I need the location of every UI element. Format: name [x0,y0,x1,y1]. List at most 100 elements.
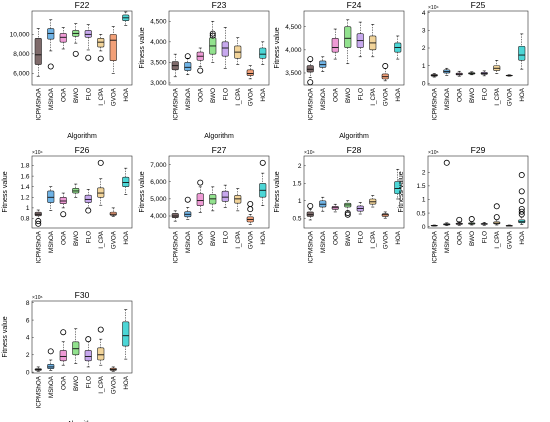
category-label: BWO [469,88,476,103]
box-bwo [209,20,217,63]
box-gvoa [246,65,254,80]
box-ooa [331,28,339,60]
box-hoa [122,167,130,195]
box-hoa [394,168,402,200]
y-tick-label: 7,000 [150,162,167,169]
y-tick-label: 6,000 [150,179,167,186]
category-label: FLO [222,88,229,100]
box-hoa [122,309,130,360]
outlier-point [97,55,104,62]
y-tick-label: 0 [26,369,30,376]
outlier-point [518,197,525,204]
outlier-point [518,172,525,179]
y-tick-label: 10,000 [10,32,30,39]
box-gvoa [246,200,254,225]
y-tick-label: 4 [26,335,30,342]
category-label: FLO [222,231,229,243]
category-label: HOA [260,230,267,244]
box-hoa [394,35,402,60]
box-hoa [518,33,526,70]
axes-frame [427,10,529,86]
box-bwo [209,186,217,212]
y-tick-label: 1 [26,205,30,212]
box-ooa [196,47,204,74]
y-tick-label: 4,000 [150,213,167,220]
box-iqr [109,211,117,216]
box-mshoa [47,19,55,70]
category-label: BWO [73,231,80,246]
category-label: I_CPA [98,230,105,249]
category-label: I_CPA [235,230,242,249]
box-iqr [59,196,67,204]
box-mshoa [443,67,451,76]
category-label: MShOA [48,230,55,253]
box-bwo [344,200,352,218]
box-mshoa [47,348,55,371]
y-tick-label: 0.5 [416,210,425,217]
category-label: ICPMShOA [172,87,179,120]
box-i-cpa [369,24,377,58]
box-gvoa [109,207,117,217]
y-tick-label: 1.2 [20,194,29,201]
box-iqr [97,37,105,48]
category-label: MShOA [320,87,327,110]
y-tick-label: 6,000 [13,71,30,78]
x-axis-label: Algorithm [67,133,97,140]
axes-frame [31,155,133,229]
box-iqr [47,190,55,203]
category-label: MShOA [185,87,192,110]
panel-f27: F27 4,000 5,000 6,000 7,000 Fitness value ICPM… [139,145,270,264]
outlier-point [97,326,104,333]
box-iqr [122,321,130,347]
x-axis-label: Algorithm [339,133,369,140]
category-label: I_CPA [98,375,105,394]
box-i-cpa [97,34,105,62]
y-tick-label: 1.8 [20,163,29,170]
category-label: ICPMShOA [35,375,42,408]
category-label: HOA [519,87,526,101]
category-label: OOA [197,230,204,245]
box-bwo [468,216,476,226]
box-bwo [72,183,80,198]
box-iqr [47,28,55,40]
y-tick-label: 6 [26,317,30,324]
y-tick-label: 2 [422,170,426,177]
panel-f23: F23 3,000 3,500 4,000 4,500 Fitness value ICPM… [139,0,270,140]
outlier-point [247,200,254,207]
category-label: FLO [481,231,488,243]
y-axis-label: Fitness value [274,171,281,212]
x-axis-label: Algorithm [204,133,234,140]
outlier-point [197,179,204,186]
y-tick-label: 2 [298,163,302,170]
box-iqr [97,187,105,198]
category-label: BWO [210,231,217,246]
y-tick-label: 1.5 [416,183,425,190]
category-label: HOA [260,87,267,101]
category-label: FLO [85,376,92,388]
category-label: I_CPA [494,230,501,249]
box-ooa [59,192,67,218]
y-tick-label: 1 [422,197,426,204]
outlier-point [382,63,389,70]
panel-f25: F25 ×10⁴ 0 1 2 3 4 ICPMShOA MShOA OOA BWO FLO I_CPA G… [422,0,529,121]
axes-frame [31,300,133,374]
y-tick-label: 0.8 [20,216,29,223]
outlier-point [60,211,67,218]
y-tick-label: 0 [422,80,426,87]
panel-f26: F26 ×10⁴ 0.8 1 1.2 1.4 1.6 1.8 Fitness value ICPM… [2,145,133,264]
box-hoa [122,11,130,26]
axis-multiplier: ×10⁵ [428,150,439,156]
outlier-point [197,67,204,74]
axis-multiplier: ×10⁴ [428,5,439,11]
box-iqr [97,347,105,361]
box-iqr [59,350,67,362]
panel-f22: F22 6,000 8,000 10,000 ICPMShOA MShOA OOA BWO FL… [10,0,133,140]
box-mshoa [47,186,55,211]
box-icpmshoa [34,28,42,77]
category-label: ICPMShOA [172,230,179,263]
box-gvoa [109,366,117,372]
box-icpmshoa [430,73,438,78]
category-label: OOA [332,87,339,102]
y-tick-label: 5,000 [150,196,167,203]
box-mshoa [443,159,451,226]
